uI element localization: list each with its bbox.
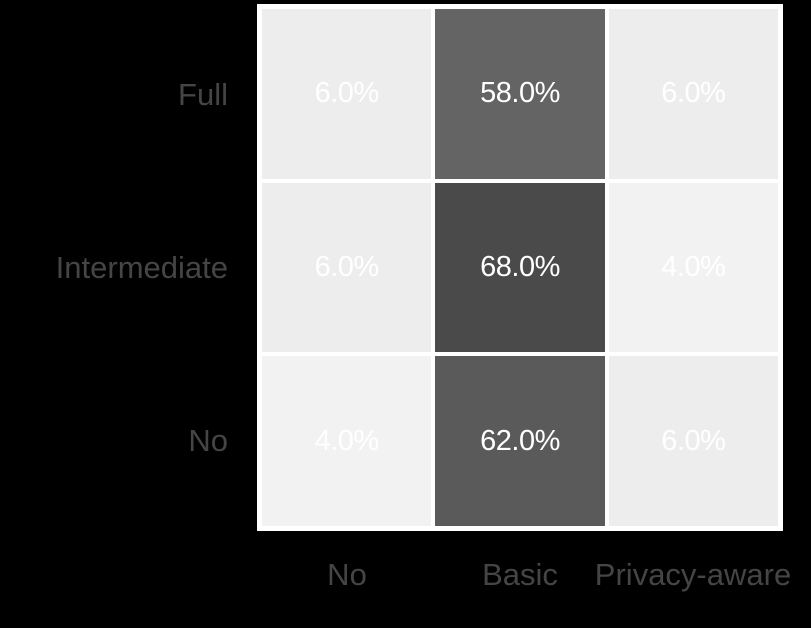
heatmap-cell: 68.0%: [435, 182, 605, 353]
heatmap-cell: 6.0%: [608, 356, 778, 526]
heatmap-cell-value: 6.0%: [661, 424, 726, 457]
heatmap-cell-value: 4.0%: [314, 424, 380, 457]
x-axis-label: No: [327, 557, 367, 592]
heatmap-cell-value: 6.0%: [314, 250, 380, 283]
heatmap-cell-value: 68.0%: [480, 250, 560, 283]
heatmap-cell: 58.0%: [435, 9, 605, 179]
x-axis-label: Basic: [482, 557, 558, 592]
heatmap-cell-value: 6.0%: [314, 77, 380, 110]
heatmap-cell: 4.0%: [608, 182, 778, 353]
heatmap-cell: 62.0%: [435, 356, 605, 526]
heatmap-cell: 4.0%: [262, 356, 432, 526]
heatmap-cell-value: 6.0%: [661, 77, 726, 110]
heatmap-cell: 6.0%: [608, 9, 778, 179]
y-axis-label: Full: [178, 77, 228, 112]
x-axis-label: Privacy-aware: [594, 557, 792, 592]
heatmap-cell-value: 62.0%: [480, 424, 560, 457]
heatmap-cell-value: 4.0%: [661, 250, 726, 283]
y-axis-label: No: [188, 423, 228, 458]
heatmap-panel: 6.0% 58.0% 6.0% 6.0% 68.0% 4.0% 4.0% 62.0% 6.0%: [257, 4, 783, 531]
heatmap-cell: 6.0%: [262, 182, 432, 353]
heatmap-cell: 6.0%: [262, 9, 432, 179]
y-axis-label: Intermediate: [55, 250, 228, 285]
heatmap-cell-value: 58.0%: [480, 77, 560, 110]
